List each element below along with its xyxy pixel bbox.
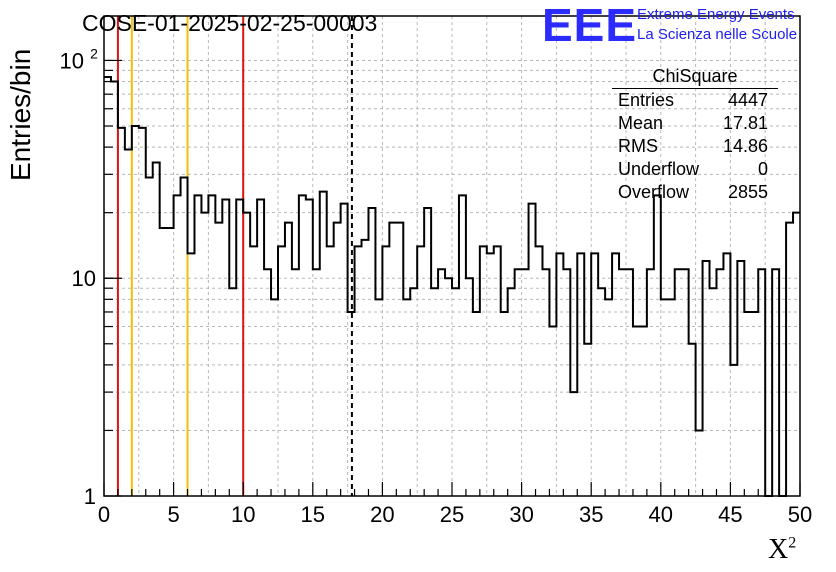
y-tick-label: 10 <box>72 266 96 291</box>
y-tick-exponent: 2 <box>90 45 98 61</box>
x-tick-label: 35 <box>579 502 603 527</box>
eee-logo: EEE <box>542 0 638 51</box>
stats-label: Entries <box>618 90 675 110</box>
stats-label: Mean <box>618 113 664 133</box>
x-tick-label: 50 <box>788 502 812 527</box>
stats-value: 14.86 <box>722 136 768 156</box>
stats-row-mean: Mean 17.81 <box>612 113 778 136</box>
x-tick-label: 30 <box>509 502 533 527</box>
x-tick-label: 45 <box>718 502 742 527</box>
stats-divider <box>612 88 778 89</box>
eee-logo-line2: La Scienza nelle Scuole <box>637 26 798 43</box>
stats-value: 0 <box>757 159 768 179</box>
stats-label: Overflow <box>618 182 690 202</box>
stats-row-overflow: Overflow 2855 <box>612 182 778 205</box>
x-tick-label: 20 <box>370 502 394 527</box>
stats-row-rms: RMS 14.86 <box>612 136 778 159</box>
reference-lines <box>116 16 353 496</box>
stats-value: 17.81 <box>722 113 768 133</box>
stats-label: RMS <box>618 136 658 156</box>
histogram-series <box>104 75 800 497</box>
eee-logo-line1: Extreme Energy Events <box>637 6 795 23</box>
stats-value: 4447 <box>727 90 768 110</box>
x-axis-label-base: X <box>768 534 789 565</box>
y-axis-label: Entries/bin <box>5 48 36 181</box>
stats-value: 2855 <box>727 182 768 202</box>
x-tick-label: 15 <box>301 502 325 527</box>
x-tick-label: 25 <box>440 502 464 527</box>
axis-ticks: 0 5 10 15 20 25 30 35 40 45 50 1 10 10 2 <box>60 45 813 527</box>
x-axis-label-exponent: 2 <box>788 534 797 552</box>
stats-row-underflow: Underflow 0 <box>612 159 778 182</box>
x-tick-label: 5 <box>167 502 179 527</box>
stats-row-entries: Entries 4447 <box>612 90 778 113</box>
plot-title: COSE-01-2025-02-25-00003 <box>82 10 378 36</box>
stats-title: ChiSquare <box>652 66 738 86</box>
x-tick-label: 0 <box>98 502 110 527</box>
y-tick-label: 1 <box>84 484 96 509</box>
x-tick-label: 40 <box>649 502 673 527</box>
x-axis-label: X2 <box>768 534 796 566</box>
stats-label: Underflow <box>618 159 700 179</box>
x-tick-label: 10 <box>231 502 255 527</box>
stats-box: ChiSquare Entries 4447 Mean 17.81 RMS 14… <box>612 66 778 205</box>
y-tick-label: 10 <box>60 48 84 73</box>
